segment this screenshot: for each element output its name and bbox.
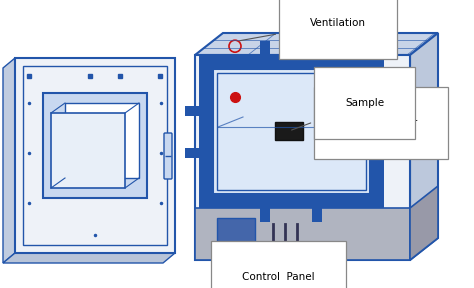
FancyBboxPatch shape: [199, 194, 384, 208]
Polygon shape: [3, 253, 175, 263]
FancyBboxPatch shape: [370, 55, 384, 208]
Polygon shape: [410, 33, 438, 260]
FancyBboxPatch shape: [384, 106, 398, 116]
FancyBboxPatch shape: [217, 218, 255, 250]
Polygon shape: [3, 58, 15, 263]
FancyBboxPatch shape: [312, 41, 322, 55]
FancyBboxPatch shape: [185, 106, 199, 116]
Polygon shape: [195, 33, 438, 55]
Text: Ventilation: Ventilation: [240, 18, 366, 41]
Text: Sample: Sample: [292, 98, 384, 130]
Text: Control  Panel: Control Panel: [242, 262, 315, 282]
FancyBboxPatch shape: [260, 41, 270, 55]
FancyBboxPatch shape: [199, 55, 384, 69]
FancyBboxPatch shape: [275, 122, 303, 140]
FancyBboxPatch shape: [199, 55, 213, 208]
FancyBboxPatch shape: [185, 148, 199, 158]
FancyBboxPatch shape: [384, 148, 398, 158]
FancyBboxPatch shape: [164, 133, 172, 179]
FancyBboxPatch shape: [65, 103, 139, 178]
FancyBboxPatch shape: [388, 122, 402, 142]
FancyBboxPatch shape: [213, 69, 370, 194]
FancyBboxPatch shape: [51, 113, 125, 188]
FancyBboxPatch shape: [312, 208, 322, 222]
Polygon shape: [410, 186, 438, 260]
FancyBboxPatch shape: [15, 58, 175, 253]
Text: PID Controller: PID Controller: [345, 118, 417, 131]
FancyBboxPatch shape: [195, 208, 410, 260]
FancyBboxPatch shape: [43, 93, 147, 198]
FancyBboxPatch shape: [195, 55, 410, 260]
FancyBboxPatch shape: [260, 208, 270, 222]
